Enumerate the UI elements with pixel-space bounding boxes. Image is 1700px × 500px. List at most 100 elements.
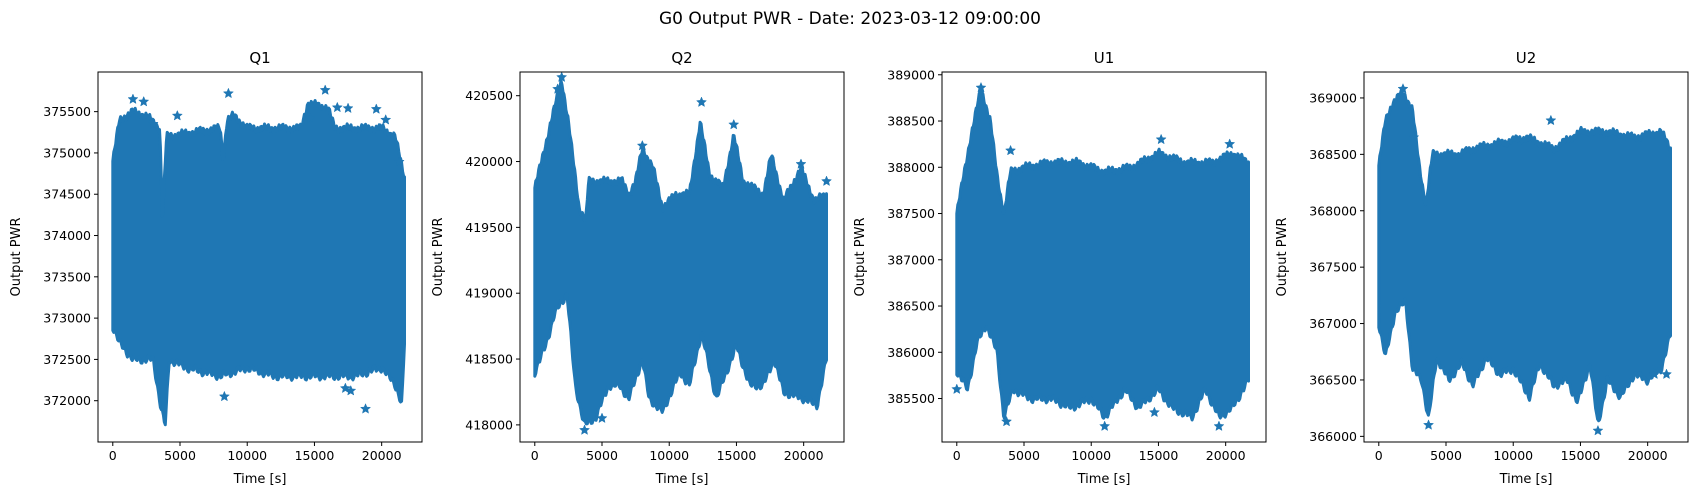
panel-q2: Q2 0 5000 10000 15000 20000 418000 418500 419000… — [431, 49, 845, 487]
y-tick-label: 374500 — [43, 187, 91, 202]
y-tick-label: 387000 — [887, 252, 935, 267]
panel-title: Q2 — [671, 49, 692, 67]
x-tick-label: 20000 — [1206, 448, 1246, 463]
y-axis-label: Output PWR — [1275, 217, 1290, 296]
panel-title: U2 — [1516, 49, 1537, 67]
x-tick-label: 15000 — [1139, 448, 1179, 463]
y-tick-label: 388500 — [887, 114, 935, 129]
panel-title: U1 — [1094, 49, 1115, 67]
y-tick-label: 375500 — [43, 104, 91, 119]
data-point-star — [1099, 420, 1111, 432]
data-point-star — [342, 102, 354, 114]
data-band — [533, 79, 828, 426]
data-point-star — [578, 424, 591, 435]
data-point-star — [1155, 133, 1167, 145]
y-tick-label: 388000 — [887, 160, 935, 175]
y-tick-label: 420000 — [465, 154, 513, 169]
x-tick-label: 15000 — [717, 448, 757, 463]
y-tick-label: 372500 — [43, 352, 91, 367]
y-tick-label: 368000 — [1309, 203, 1357, 218]
y-tick-label: 372000 — [43, 393, 91, 408]
data-point-star — [319, 84, 331, 95]
y-tick-label: 385500 — [887, 391, 935, 406]
data-point-star — [1592, 424, 1604, 436]
y-tick-label: 369000 — [1309, 90, 1357, 105]
data-point-star — [1408, 131, 1420, 143]
data-point-star — [820, 175, 833, 187]
x-tick-label: 10000 — [227, 448, 267, 463]
data-point-star — [695, 96, 708, 108]
axes-frame — [941, 71, 1267, 443]
data-point-star — [1397, 83, 1409, 94]
panel-q1: Q1 0 5000 10000 15000 20000 372000 372500 373000… — [9, 49, 423, 487]
data-point-star — [222, 87, 234, 99]
data-band — [1377, 88, 1672, 423]
panel-u2: U2 0 5000 10000 15000 20000 366000 366500 367000… — [1275, 49, 1689, 487]
axes-frame — [519, 71, 845, 443]
data-point-star — [1000, 415, 1013, 427]
x-tick-label: 15000 — [295, 448, 335, 463]
data-band — [111, 99, 406, 427]
data-point-star — [728, 118, 740, 130]
axes-frame — [97, 71, 423, 443]
y-tick-label: 367500 — [1309, 260, 1357, 275]
y-tick-label: 375000 — [43, 145, 91, 160]
data-point-star — [1545, 114, 1557, 126]
data-point-star — [596, 412, 608, 424]
data-point-star — [331, 101, 343, 113]
y-tick-label: 374000 — [43, 228, 91, 243]
data-band — [955, 89, 1250, 422]
y-tick-label: 389000 — [887, 67, 935, 82]
x-tick-label: 0 — [953, 448, 961, 463]
data-point-star — [552, 83, 564, 94]
data-point-star — [218, 390, 230, 402]
data-point-star — [1648, 368, 1660, 380]
data-point-star — [951, 383, 963, 395]
y-tick-label: 366000 — [1309, 429, 1357, 444]
data-point-star — [795, 158, 807, 169]
y-tick-label: 368500 — [1309, 147, 1357, 162]
panel-u1: U1 0 5000 10000 15000 20000 385500 386000 386500… — [853, 49, 1267, 487]
x-axis-label: Time [s] — [1499, 472, 1553, 487]
x-tick-label: 0 — [531, 448, 539, 463]
x-axis-label: Time [s] — [655, 472, 709, 487]
data-point-star — [1660, 368, 1673, 380]
data-point-star — [359, 403, 372, 414]
x-tick-label: 5000 — [164, 448, 196, 463]
y-tick-label: 386500 — [887, 299, 935, 314]
data-point-star — [304, 112, 316, 123]
x-tick-label: 10000 — [1071, 448, 1111, 463]
y-tick-label: 418000 — [465, 417, 513, 432]
y-axis-label: Output PWR — [431, 217, 446, 296]
x-axis-label: Time [s] — [1077, 472, 1131, 487]
y-tick-label: 366500 — [1309, 372, 1357, 387]
data-point-star — [393, 156, 405, 167]
data-point-star — [370, 103, 382, 114]
data-point-star — [636, 139, 648, 151]
y-tick-label: 420500 — [465, 88, 513, 103]
y-tick-label: 419500 — [465, 220, 513, 235]
y-tick-label: 373000 — [43, 311, 91, 326]
y-tick-label: 418500 — [465, 352, 513, 367]
data-point-star — [1422, 419, 1435, 430]
data-point-star — [127, 93, 139, 104]
data-point-star — [1224, 138, 1236, 149]
x-tick-label: 15000 — [1561, 448, 1601, 463]
panel-title: Q1 — [249, 49, 270, 67]
data-point-star — [380, 114, 392, 125]
data-point-star — [147, 118, 159, 129]
y-tick-label: 386000 — [887, 345, 935, 360]
y-tick-label: 387500 — [887, 206, 935, 221]
data-point-star — [975, 81, 987, 93]
data-point-star — [1005, 144, 1017, 156]
x-tick-label: 5000 — [1430, 448, 1462, 463]
x-axis-label: Time [s] — [233, 472, 287, 487]
y-axis-label: Output PWR — [9, 217, 24, 296]
y-tick-label: 373500 — [43, 269, 91, 284]
x-tick-label: 5000 — [1008, 448, 1040, 463]
x-tick-label: 20000 — [362, 448, 402, 463]
data-point-star — [1213, 420, 1225, 432]
x-tick-label: 20000 — [1628, 448, 1668, 463]
x-tick-label: 0 — [1375, 448, 1383, 463]
